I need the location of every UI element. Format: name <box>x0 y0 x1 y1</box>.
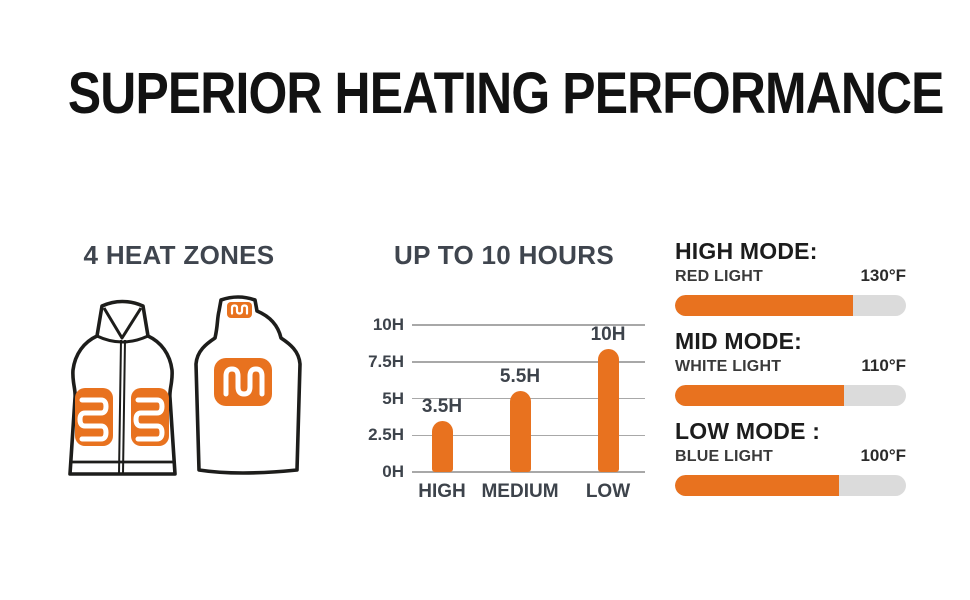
heated-vest-illustrations <box>68 295 302 476</box>
temperature-bar-fill <box>675 475 839 496</box>
mode-light-label: BLUE LIGHT <box>675 448 773 465</box>
mode-name: HIGH MODE: <box>675 238 818 264</box>
vest-front-illustration <box>68 299 177 476</box>
mode-light-label: WHITE LIGHT <box>675 358 782 375</box>
bar-value-label: 5.5H <box>499 366 541 388</box>
bar-high <box>431 420 453 472</box>
mode-name: MID MODE: <box>675 328 803 354</box>
y-axis-tick-label: 10H <box>372 315 404 334</box>
chart-plot: 3.5H HIGH 5.5H MEDIUM 10H LOW <box>412 324 645 502</box>
mode-temperature: 110°F <box>861 356 906 375</box>
mode-temperature: 100°F <box>860 446 906 465</box>
bar-category-label: HIGH <box>418 481 466 502</box>
gridline <box>412 471 645 473</box>
heating-coil-icon <box>230 304 249 315</box>
page-title: SUPERIOR HEATING PERFORMANCE <box>67 61 945 126</box>
y-axis-tick-label: 5H <box>382 388 404 408</box>
bar-column-medium: 5.5H MEDIUM <box>478 325 562 502</box>
mode-block-mid: MID MODE: WHITE LIGHT 110°F <box>675 328 906 406</box>
temperature-bar-track <box>675 475 906 496</box>
vest-back-illustration <box>194 295 302 475</box>
heating-coil-icon <box>223 366 265 397</box>
runtime-bar-chart: 3.5H HIGH 5.5H MEDIUM 10H LOW 10H 7.5H 5H 2… <box>355 300 650 510</box>
temperature-bar-fill <box>675 295 853 316</box>
gridline <box>412 361 645 363</box>
bar-column-low: 10H LOW <box>566 324 650 503</box>
vest-collar-base <box>96 334 149 344</box>
y-axis-tick-label: 2.5H <box>368 425 404 445</box>
temperature-bar-fill <box>675 385 844 406</box>
vest-collar-opening <box>102 307 143 340</box>
mode-block-low: LOW MODE : BLUE LIGHT 100°F <box>675 418 906 496</box>
y-axis-tick-label: 7.5H <box>368 351 404 371</box>
heating-pad-collar <box>227 302 252 318</box>
mode-temperature: 130°F <box>860 266 906 285</box>
bar-medium <box>509 391 531 472</box>
temperature-bar-track <box>675 385 906 406</box>
mode-light-label: RED LIGHT <box>675 268 764 285</box>
heat-zones-heading: 4 HEAT ZONES <box>83 240 275 270</box>
runtime-heading: UP TO 10 HOURS <box>394 240 614 270</box>
bar-value-label: 10H <box>590 324 626 345</box>
temperature-bar-track <box>675 295 906 316</box>
bar-category-label: LOW <box>585 481 631 502</box>
heating-pad-front-left <box>75 388 113 446</box>
mode-name: LOW MODE : <box>675 418 821 444</box>
heating-pad-front-right <box>131 388 169 446</box>
bar-category-label: MEDIUM <box>481 481 559 502</box>
vest-zipper <box>118 339 126 475</box>
bar-value-label: 3.5H <box>421 395 463 417</box>
gridline <box>412 324 645 326</box>
bar-column-high: 3.5H HIGH <box>400 325 484 502</box>
heating-pad-back <box>214 358 272 406</box>
mode-block-high: HIGH MODE: RED LIGHT 130°F <box>675 238 906 316</box>
bar-low <box>597 349 619 472</box>
y-axis-tick-label: 0H <box>382 462 404 481</box>
